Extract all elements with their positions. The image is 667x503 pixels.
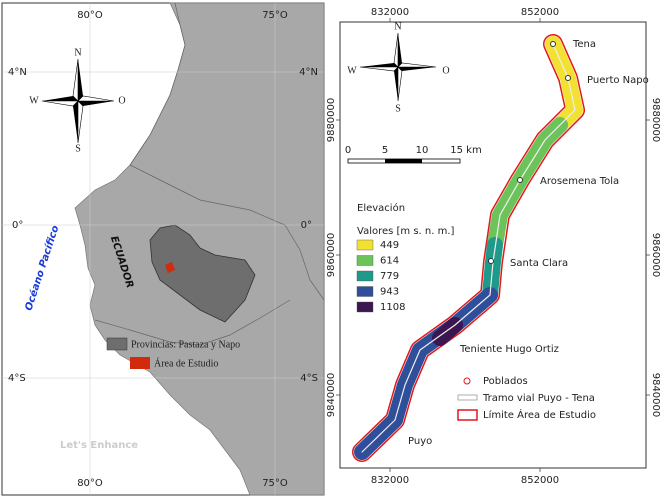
- top-label: 80°O: [77, 10, 103, 21]
- top-label: 832000: [371, 7, 409, 18]
- compass-e: O: [118, 95, 125, 106]
- legend-label: Poblados: [483, 376, 528, 387]
- legend-label: 449: [380, 240, 399, 251]
- right-map: 832000 852000 832000 852000 9880000 9860…: [326, 7, 661, 486]
- scale-label: 0: [345, 145, 351, 156]
- town-label: Santa Clara: [510, 258, 568, 269]
- legend-swatch: [356, 255, 374, 266]
- bottom-label: 852000: [521, 475, 559, 486]
- town-label: Tena: [572, 39, 596, 50]
- bottom-label: 80°O: [77, 478, 103, 489]
- legend-swatch: [356, 239, 374, 251]
- compass: N S W O: [29, 47, 125, 154]
- right-label: 0°: [301, 220, 312, 231]
- left-label: 4°N: [8, 67, 27, 78]
- legend-swatch: [130, 357, 150, 369]
- elevation-subtitle: Valores [m s. n. m.]: [357, 226, 455, 237]
- left-label: 9880000: [326, 98, 337, 143]
- study-area: [165, 262, 175, 273]
- legend-label: 614: [380, 256, 399, 267]
- scale-bar: [347, 158, 461, 164]
- legend-label: 1108: [380, 302, 405, 313]
- compass-w: W: [29, 95, 39, 106]
- legend-symbol: [457, 394, 478, 401]
- right-label: 4°S: [300, 373, 318, 384]
- bottom-label: 832000: [371, 475, 409, 486]
- elevation-title: Elevación: [357, 202, 405, 214]
- legend-label: 943: [380, 287, 399, 298]
- legend-swatch: [356, 301, 374, 313]
- graticule: [2, 3, 324, 495]
- town-label: Arosemena Tola: [540, 176, 619, 187]
- legend-label: Área de Estudio: [154, 357, 218, 369]
- compass-w: W: [347, 65, 357, 76]
- top-label: 852000: [521, 7, 559, 18]
- legend-label: Límite Área de Estudio: [483, 408, 596, 421]
- elevation-legend: 449 614 779 943 1108: [356, 239, 405, 313]
- right-label: 9880000: [650, 98, 661, 143]
- left-label: 9840000: [326, 373, 337, 418]
- right-label: 9860000: [650, 233, 661, 278]
- left-label: 0°: [12, 220, 23, 231]
- scale-label: 15 km: [450, 145, 481, 156]
- right-label: 9840000: [650, 373, 661, 418]
- top-label: 75°O: [262, 10, 288, 21]
- left-label: 4°S: [8, 373, 26, 384]
- legend-label: Provincias: Pastaza y Napo: [131, 339, 240, 350]
- compass-e: O: [442, 65, 449, 76]
- legend-swatch: [356, 270, 374, 282]
- compass-s: S: [75, 143, 81, 154]
- left-label: 9860000: [326, 233, 337, 278]
- compass-n: N: [394, 21, 401, 32]
- legend-swatch: [356, 286, 374, 297]
- border: [129, 2, 325, 301]
- border: [94, 299, 291, 346]
- legend-label: 779: [380, 271, 399, 282]
- right-label: 4°N: [299, 67, 318, 78]
- provinces: [149, 224, 256, 323]
- legend-symbol: [457, 409, 478, 421]
- town-label: Puerto Napo: [587, 75, 649, 86]
- ticks: [336, 18, 650, 472]
- bottom-label: 75°O: [262, 478, 288, 489]
- legend-swatch: [106, 337, 128, 351]
- compass-n: N: [74, 47, 81, 58]
- compass: N S W O: [347, 21, 449, 114]
- left-map: 80°O 75°O 80°O 75°O 4°N 0° 4°S 4°N 0° 4°…: [1, 2, 325, 496]
- town-label: Teniente Hugo Ortiz: [459, 344, 559, 355]
- legend-label: Tramo vial Puyo - Tena: [482, 393, 595, 404]
- compass-s: S: [395, 103, 401, 114]
- watermark: Let's Enhance: [60, 440, 138, 451]
- towns: [488, 41, 571, 264]
- town-label: Puyo: [408, 436, 432, 447]
- scale-label: 10: [416, 145, 429, 156]
- scale-label: 5: [382, 145, 388, 156]
- legend-symbol: [463, 377, 471, 385]
